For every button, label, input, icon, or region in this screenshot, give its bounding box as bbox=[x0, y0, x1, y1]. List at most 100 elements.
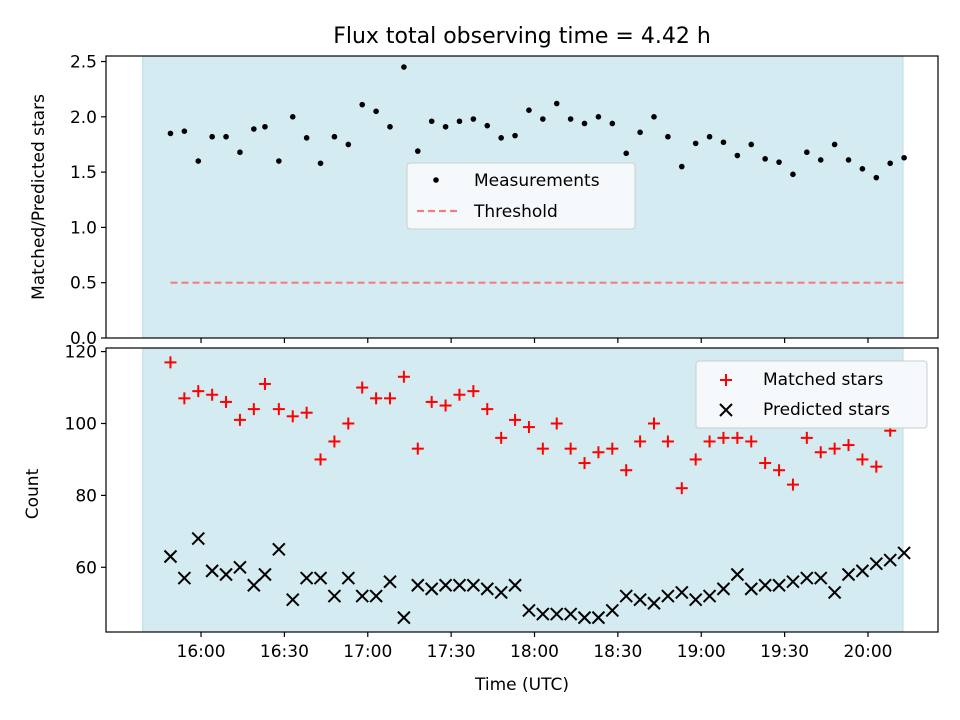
matched-star-point bbox=[592, 446, 605, 459]
measurement-point bbox=[748, 141, 755, 148]
matched-star-point bbox=[495, 431, 508, 444]
bottom-y-axis-label: Count bbox=[23, 468, 43, 519]
legend-measurements-marker bbox=[433, 177, 439, 183]
top-subplot: 0.0 0.5 1.0 1.5 2.0 2.5 Flux total observing … bbox=[29, 24, 939, 349]
predicted-star-point bbox=[800, 571, 814, 585]
top-y-tick-label: 0.0 bbox=[70, 329, 97, 349]
matched-star-point bbox=[192, 385, 205, 398]
measurement-point bbox=[195, 158, 202, 164]
matched-star-point bbox=[439, 399, 452, 412]
measurement-point bbox=[859, 166, 866, 172]
matched-star-point bbox=[384, 392, 397, 405]
predicted-star-point bbox=[341, 571, 356, 585]
bottom-x-tick-label: 18:00 bbox=[510, 642, 559, 662]
predicted-star-point bbox=[827, 585, 842, 600]
predicted-star-point bbox=[508, 578, 522, 592]
measurement-point bbox=[790, 171, 796, 178]
bottom-y-tick-label: 60 bbox=[75, 558, 97, 578]
predicted-star-point bbox=[424, 582, 439, 596]
bottom-x-tick-label: 16:30 bbox=[260, 642, 309, 662]
top-chart-title: Flux total observing time = 4.42 h bbox=[333, 24, 711, 49]
predicted-star-point bbox=[205, 564, 219, 578]
measurement-point bbox=[289, 114, 296, 120]
measurement-point bbox=[470, 116, 477, 122]
predicted-star-point bbox=[633, 592, 647, 607]
bottom-x-tick-label: 17:00 bbox=[343, 642, 392, 662]
matched-star-point bbox=[786, 478, 799, 491]
predicted-star-point bbox=[688, 592, 703, 607]
matched-star-point bbox=[328, 435, 341, 448]
measurement-point bbox=[845, 157, 852, 163]
measurement-point bbox=[317, 160, 324, 167]
measurement-point bbox=[303, 135, 310, 141]
predicted-star-point bbox=[619, 589, 633, 603]
top-y-tick-label: 0.5 bbox=[70, 274, 97, 294]
bottom-x-tick-label: 18:30 bbox=[593, 642, 642, 662]
predicted-star-point bbox=[258, 567, 272, 582]
measurement-point bbox=[553, 100, 560, 107]
measurement-point bbox=[167, 130, 174, 137]
predicted-star-point bbox=[675, 585, 689, 600]
measurement-point bbox=[251, 126, 257, 132]
matched-star-point bbox=[745, 435, 758, 448]
measurement-point bbox=[706, 133, 713, 140]
legend-predicted-marker bbox=[719, 403, 733, 417]
measurement-point bbox=[581, 120, 588, 127]
bottom-x-axis-label: Time (UTC) bbox=[474, 675, 569, 695]
predicted-star-point bbox=[786, 574, 800, 589]
measurement-point bbox=[373, 108, 379, 115]
matched-star-point bbox=[759, 457, 772, 470]
predicted-star-point bbox=[438, 578, 453, 592]
measurement-point bbox=[540, 116, 546, 122]
predicted-star-point bbox=[841, 567, 856, 582]
top-y-tick-label: 2.0 bbox=[70, 108, 97, 128]
matched-star-point bbox=[800, 431, 813, 444]
top-y-axis-label: Matched/Predicted stars bbox=[29, 94, 49, 300]
top-marks bbox=[167, 64, 907, 284]
measurement-point bbox=[181, 128, 188, 134]
top-y-axis: 0.0 0.5 1.0 1.5 2.0 2.5 bbox=[70, 53, 106, 349]
predicted-star-point bbox=[661, 589, 675, 603]
predicted-star-point bbox=[327, 589, 342, 603]
measurement-point bbox=[901, 154, 907, 161]
predicted-star-point bbox=[883, 553, 897, 567]
legend-predicted-label: Predicted stars bbox=[763, 400, 890, 420]
measurement-point bbox=[526, 107, 532, 113]
matched-star-point bbox=[550, 417, 563, 430]
predicted-star-point bbox=[647, 596, 661, 610]
predicted-star-point bbox=[247, 578, 261, 592]
predicted-star-point bbox=[702, 589, 717, 603]
predicted-star-point bbox=[855, 564, 870, 578]
matched-star-point bbox=[370, 392, 383, 405]
matched-star-point bbox=[647, 417, 660, 430]
predicted-star-point bbox=[411, 578, 425, 592]
bottom-y-tick-label: 120 bbox=[65, 343, 97, 363]
predicted-star-point bbox=[716, 582, 731, 596]
measurement-point bbox=[609, 120, 616, 127]
measurement-point bbox=[623, 150, 630, 157]
matched-star-point bbox=[425, 395, 438, 408]
predicted-star-point bbox=[299, 571, 314, 585]
measurement-point bbox=[804, 149, 810, 156]
predicted-star-point bbox=[494, 585, 508, 600]
measurement-point bbox=[401, 64, 407, 70]
predicted-star-point bbox=[869, 556, 884, 571]
bottom-y-tick-label: 80 bbox=[75, 486, 97, 506]
bottom-legend-box bbox=[695, 360, 928, 429]
matched-star-point bbox=[272, 403, 285, 416]
matched-star-point bbox=[164, 356, 177, 369]
matched-star-point bbox=[233, 413, 246, 426]
bottom-plot-frame bbox=[105, 347, 939, 633]
measurement-point bbox=[345, 141, 352, 148]
predicted-star-point bbox=[369, 589, 383, 603]
measurement-point bbox=[387, 123, 393, 130]
measurement-point bbox=[237, 149, 243, 156]
measurement-point bbox=[414, 148, 421, 154]
predicted-star-point bbox=[605, 603, 620, 618]
predicted-star-point bbox=[163, 549, 178, 564]
matched-star-point bbox=[522, 421, 535, 434]
matched-star-point bbox=[356, 381, 369, 394]
matched-star-point bbox=[564, 442, 577, 455]
measurement-point bbox=[678, 163, 685, 170]
measurement-point bbox=[359, 101, 366, 108]
